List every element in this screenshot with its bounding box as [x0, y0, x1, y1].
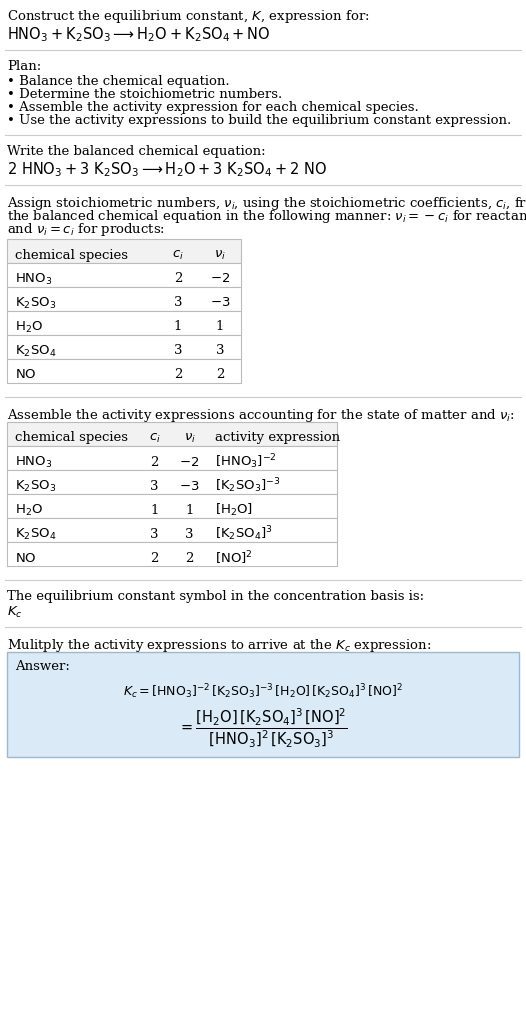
Text: chemical species: chemical species: [15, 248, 128, 261]
Text: $\mathrm{K_2SO_4}$: $\mathrm{K_2SO_4}$: [15, 527, 56, 541]
Text: 3: 3: [185, 528, 194, 540]
Text: Mulitply the activity expressions to arrive at the $K_c$ expression:: Mulitply the activity expressions to arr…: [7, 637, 431, 654]
Text: $\mathrm{H_2O}$: $\mathrm{H_2O}$: [15, 320, 43, 335]
Text: Write the balanced chemical equation:: Write the balanced chemical equation:: [7, 145, 266, 158]
Text: $[\mathrm{HNO_3}]^{-2}$: $[\mathrm{HNO_3}]^{-2}$: [215, 452, 277, 472]
Bar: [7, 422, 337, 446]
Text: $-2$: $-2$: [210, 273, 230, 286]
Text: $\mathrm{NO}$: $\mathrm{NO}$: [15, 551, 37, 565]
Bar: [7, 494, 337, 518]
Text: $c_i$: $c_i$: [148, 432, 160, 444]
Text: $K_c = [\mathrm{HNO_3}]^{-2}\,[\mathrm{K_2SO_3}]^{-3}\,[\mathrm{H_2O}]\,[\mathrm: $K_c = [\mathrm{HNO_3}]^{-2}\,[\mathrm{K…: [123, 682, 403, 700]
Text: 3: 3: [150, 528, 159, 540]
Text: $-3$: $-3$: [179, 480, 200, 492]
Text: $\nu_i$: $\nu_i$: [214, 248, 226, 261]
Text: $\mathrm{K_2SO_4}$: $\mathrm{K_2SO_4}$: [15, 343, 56, 358]
Text: $[\mathrm{K_2SO_3}]^{-3}$: $[\mathrm{K_2SO_3}]^{-3}$: [215, 477, 281, 495]
Text: 3: 3: [216, 344, 224, 357]
Text: 1: 1: [174, 321, 182, 334]
Text: 1: 1: [185, 503, 194, 517]
Text: $\mathrm{K_2SO_3}$: $\mathrm{K_2SO_3}$: [15, 295, 56, 310]
Bar: [7, 287, 241, 311]
Text: • Use the activity expressions to build the equilibrium constant expression.: • Use the activity expressions to build …: [7, 114, 511, 127]
Text: 1: 1: [150, 503, 159, 517]
Text: 1: 1: [216, 321, 224, 334]
Bar: [7, 263, 241, 287]
Text: • Determine the stoichiometric numbers.: • Determine the stoichiometric numbers.: [7, 88, 282, 101]
Text: 2: 2: [150, 455, 159, 469]
Text: the balanced chemical equation in the following manner: $\nu_i = -c_i$ for react: the balanced chemical equation in the fo…: [7, 208, 526, 225]
Text: $[\mathrm{H_2O}]$: $[\mathrm{H_2O}]$: [215, 502, 253, 518]
Bar: [7, 542, 337, 566]
Text: $= \dfrac{[\mathrm{H_2O}]\,[\mathrm{K_2SO_4}]^3\,[\mathrm{NO}]^2}{[\mathrm{HNO_3: $= \dfrac{[\mathrm{H_2O}]\,[\mathrm{K_2S…: [178, 707, 348, 750]
Text: Construct the equilibrium constant, $K$, expression for:: Construct the equilibrium constant, $K$,…: [7, 8, 370, 25]
Text: 2: 2: [174, 273, 182, 286]
Text: activity expression: activity expression: [215, 432, 340, 444]
Text: and $\nu_i = c_i$ for products:: and $\nu_i = c_i$ for products:: [7, 221, 165, 238]
Text: $\mathrm{HNO_3}$: $\mathrm{HNO_3}$: [15, 272, 53, 287]
Text: $\mathrm{HNO_3 + K_2SO_3 \longrightarrow H_2O + K_2SO_4 + NO}$: $\mathrm{HNO_3 + K_2SO_3 \longrightarrow…: [7, 25, 271, 44]
Text: $-3$: $-3$: [210, 296, 230, 309]
Bar: [7, 335, 241, 359]
Text: $K_c$: $K_c$: [7, 605, 23, 620]
Bar: [7, 652, 519, 757]
Text: Answer:: Answer:: [15, 660, 70, 673]
Text: $\mathrm{HNO_3}$: $\mathrm{HNO_3}$: [15, 454, 53, 470]
Text: Plan:: Plan:: [7, 60, 41, 72]
Text: chemical species: chemical species: [15, 432, 128, 444]
Text: 3: 3: [174, 296, 182, 309]
Bar: [7, 518, 337, 542]
Text: $\mathrm{H_2O}$: $\mathrm{H_2O}$: [15, 502, 43, 518]
Text: $\mathrm{NO}$: $\mathrm{NO}$: [15, 369, 37, 382]
Text: 2: 2: [150, 551, 159, 565]
Text: 2: 2: [185, 551, 194, 565]
Text: 2: 2: [216, 369, 224, 382]
Text: Assemble the activity expressions accounting for the state of matter and $\nu_i$: Assemble the activity expressions accoun…: [7, 407, 515, 424]
Text: $c_i$: $c_i$: [172, 248, 184, 261]
Bar: [7, 470, 337, 494]
Text: • Assemble the activity expression for each chemical species.: • Assemble the activity expression for e…: [7, 101, 419, 114]
Text: • Balance the chemical equation.: • Balance the chemical equation.: [7, 75, 230, 88]
Text: Assign stoichiometric numbers, $\nu_i$, using the stoichiometric coefficients, $: Assign stoichiometric numbers, $\nu_i$, …: [7, 195, 526, 212]
Text: 3: 3: [150, 480, 159, 492]
Text: $-2$: $-2$: [179, 455, 199, 469]
Text: 2: 2: [174, 369, 182, 382]
Bar: [7, 446, 337, 470]
Text: $[\mathrm{K_2SO_4}]^3$: $[\mathrm{K_2SO_4}]^3$: [215, 525, 273, 543]
Text: $\mathrm{K_2SO_3}$: $\mathrm{K_2SO_3}$: [15, 479, 56, 493]
Bar: [7, 359, 241, 383]
Text: $[\mathrm{NO}]^2$: $[\mathrm{NO}]^2$: [215, 549, 252, 567]
Text: The equilibrium constant symbol in the concentration basis is:: The equilibrium constant symbol in the c…: [7, 590, 424, 603]
Bar: [7, 239, 241, 263]
Text: $2\ \mathrm{HNO_3 + 3\ K_2SO_3 \longrightarrow H_2O + 3\ K_2SO_4 + 2\ NO}$: $2\ \mathrm{HNO_3 + 3\ K_2SO_3 \longrigh…: [7, 160, 327, 179]
Text: 3: 3: [174, 344, 182, 357]
Bar: [7, 311, 241, 335]
Text: $\nu_i$: $\nu_i$: [184, 432, 196, 444]
